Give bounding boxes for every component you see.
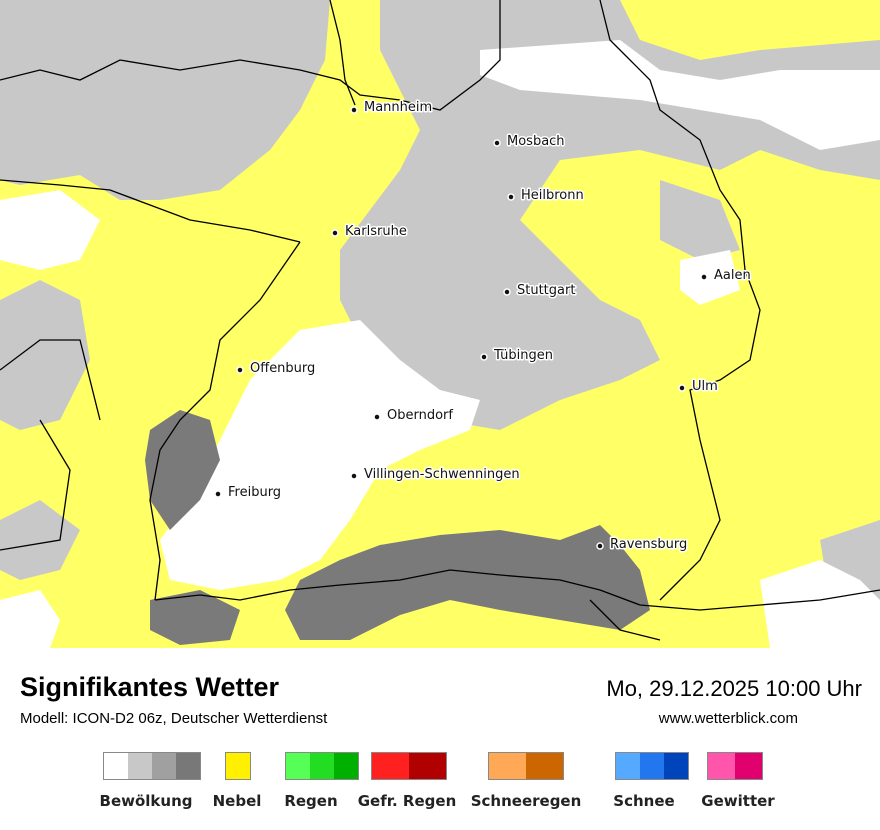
legend-swatch bbox=[334, 752, 359, 780]
svg-text:Aalen: Aalen bbox=[714, 268, 751, 283]
legend-swatch bbox=[615, 752, 640, 780]
svg-text:Stuttgart: Stuttgart bbox=[517, 283, 575, 298]
legend-swatch bbox=[488, 752, 526, 780]
map-title: Signifikantes Wetter bbox=[20, 672, 280, 702]
map-canvas: Mannheim Mosbach Heilbronn Karlsruhe Aal… bbox=[0, 0, 880, 648]
map-footer: Signifikantes Wetter Modell: ICON-D2 06z… bbox=[0, 648, 880, 830]
legend-swatches-gefr-regen bbox=[371, 752, 447, 780]
svg-text:Tübingen: Tübingen bbox=[493, 348, 553, 363]
svg-text:Freiburg: Freiburg bbox=[228, 485, 281, 500]
city-markers: Mannheim Mosbach Heilbronn Karlsruhe Aal… bbox=[214, 99, 752, 554]
svg-text:Mosbach: Mosbach bbox=[507, 134, 565, 149]
city-freiburg[interactable]: Freiburg bbox=[214, 484, 283, 502]
legend-swatches-schnee bbox=[615, 752, 689, 780]
cloud-dark-layer bbox=[145, 410, 650, 645]
city-karlsruhe[interactable]: Karlsruhe bbox=[331, 223, 408, 241]
legend-label-bewoelkung: Bewölkung bbox=[99, 792, 193, 810]
legend-swatch bbox=[735, 752, 763, 780]
legend-swatch bbox=[128, 752, 152, 780]
legend-swatches-nebel bbox=[225, 752, 251, 780]
legend-swatches-gewitter bbox=[707, 752, 763, 780]
city-oberndorf[interactable]: Oberndorf bbox=[373, 407, 455, 425]
city-ravensburg[interactable]: Ravensburg bbox=[596, 536, 689, 554]
model-info: Modell: ICON-D2 06z, Deutscher Wetterdie… bbox=[20, 710, 328, 727]
legend-swatch bbox=[152, 752, 176, 780]
city-mosbach[interactable]: Mosbach bbox=[493, 133, 566, 151]
legend-swatch bbox=[103, 752, 128, 780]
svg-text:Mannheim: Mannheim bbox=[364, 100, 432, 115]
city-heilbronn[interactable]: Heilbronn bbox=[507, 187, 585, 205]
legend-swatch bbox=[409, 752, 447, 780]
city-stuttgart[interactable]: Stuttgart bbox=[503, 282, 577, 300]
city-tuebingen[interactable]: Tübingen bbox=[480, 347, 555, 365]
legend-swatch bbox=[526, 752, 564, 780]
city-villingen-schwenningen[interactable]: Villingen-Schwenningen bbox=[350, 466, 521, 484]
legend-label-gefr-regen: Gefr. Regen bbox=[357, 792, 457, 810]
city-aalen[interactable]: Aalen bbox=[700, 267, 752, 285]
clear-layer bbox=[0, 40, 880, 648]
legend-label-nebel: Nebel bbox=[212, 792, 262, 810]
legend-swatch bbox=[640, 752, 664, 780]
legend-swatch bbox=[285, 752, 310, 780]
legend-swatch bbox=[371, 752, 409, 780]
legend: Bewölkung Nebel Regen Gefr. Regen bbox=[0, 752, 880, 822]
svg-text:Heilbronn: Heilbronn bbox=[521, 188, 584, 203]
weather-map: Mannheim Mosbach Heilbronn Karlsruhe Aal… bbox=[0, 0, 880, 649]
legend-label-schnee: Schnee bbox=[613, 792, 675, 810]
borders-layer bbox=[0, 0, 880, 641]
legend-swatch bbox=[664, 752, 689, 780]
website-link[interactable]: www.wetterblick.com bbox=[658, 710, 798, 727]
svg-text:Villingen-Schwenningen: Villingen-Schwenningen bbox=[364, 467, 520, 482]
legend-label-regen: Regen bbox=[284, 792, 338, 810]
legend-swatch bbox=[310, 752, 334, 780]
city-ulm[interactable]: Ulm bbox=[678, 378, 719, 396]
svg-text:Ulm: Ulm bbox=[692, 379, 718, 394]
city-offenburg[interactable]: Offenburg bbox=[236, 360, 317, 378]
legend-swatches-schneeregen bbox=[488, 752, 564, 780]
svg-text:Ravensburg: Ravensburg bbox=[610, 537, 687, 552]
legend-swatches-regen bbox=[285, 752, 359, 780]
legend-swatch bbox=[176, 752, 201, 780]
legend-label-schneeregen: Schneeregen bbox=[470, 792, 582, 810]
legend-swatches-bewoelkung bbox=[103, 752, 201, 780]
svg-text:Oberndorf: Oberndorf bbox=[387, 408, 453, 423]
svg-text:Offenburg: Offenburg bbox=[250, 361, 315, 376]
legend-swatch bbox=[707, 752, 735, 780]
city-mannheim[interactable]: Mannheim bbox=[350, 99, 434, 117]
forecast-datetime: Mo, 29.12.2025 10:00 Uhr bbox=[606, 676, 862, 701]
legend-label-gewitter: Gewitter bbox=[701, 792, 775, 810]
legend-swatch bbox=[225, 752, 251, 780]
svg-text:Karlsruhe: Karlsruhe bbox=[345, 224, 407, 239]
